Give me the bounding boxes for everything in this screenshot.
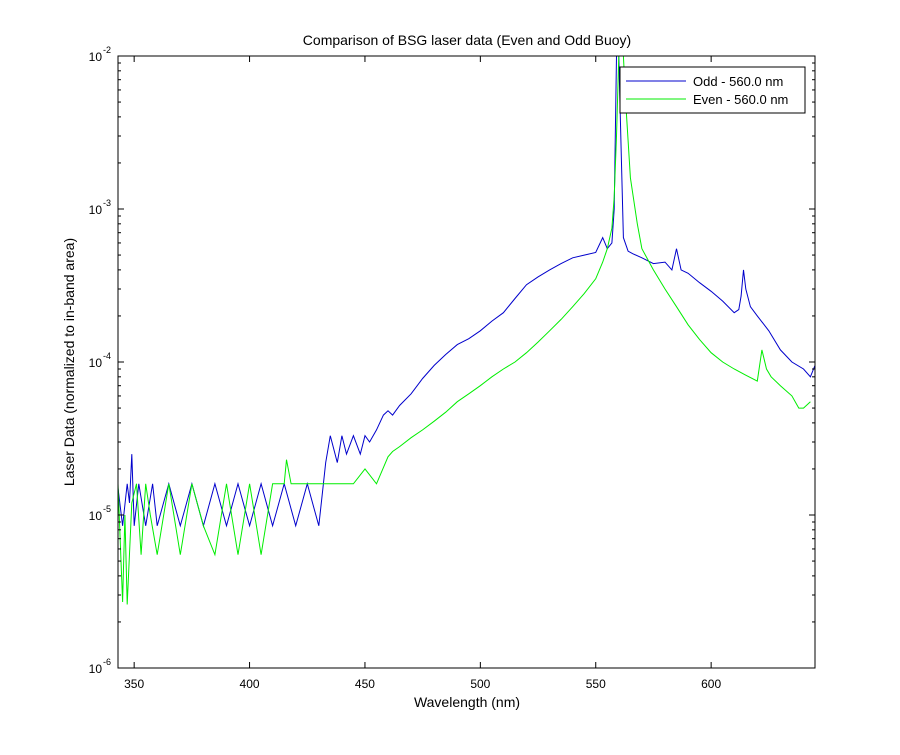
legend-label: Odd - 560.0 nm (693, 74, 783, 89)
legend-label: Even - 560.0 nm (693, 92, 788, 107)
x-tick-label: 550 (586, 677, 606, 691)
x-tick-label: 450 (355, 677, 375, 691)
axes-frame (117, 55, 816, 669)
y-tick-exponent: -6 (103, 657, 111, 667)
y-tick-label: 10 (89, 356, 103, 370)
x-axis-label: Wavelength (nm) (414, 694, 520, 710)
x-tick-label: 350 (124, 677, 144, 691)
y-tick-label: 10 (89, 203, 103, 217)
y-tick-exponent: -4 (103, 351, 111, 361)
chart-title: Comparison of BSG laser data (Even and O… (303, 32, 631, 48)
x-tick-label: 400 (240, 677, 260, 691)
legend (619, 66, 806, 114)
series-line-even (118, 56, 811, 605)
y-tick-label: 10 (89, 509, 103, 523)
series-line-odd (118, 56, 815, 528)
x-tick-label: 500 (470, 677, 490, 691)
y-tick-label: 10 (89, 662, 103, 676)
y-tick-exponent: -3 (103, 198, 111, 208)
y-tick-exponent: -5 (103, 504, 111, 514)
y-tick-exponent: -2 (103, 45, 111, 55)
x-tick-label: 600 (701, 677, 721, 691)
y-tick-label: 10 (89, 50, 103, 64)
y-axis-label: Laser Data (normalized to in-band area) (61, 238, 77, 486)
